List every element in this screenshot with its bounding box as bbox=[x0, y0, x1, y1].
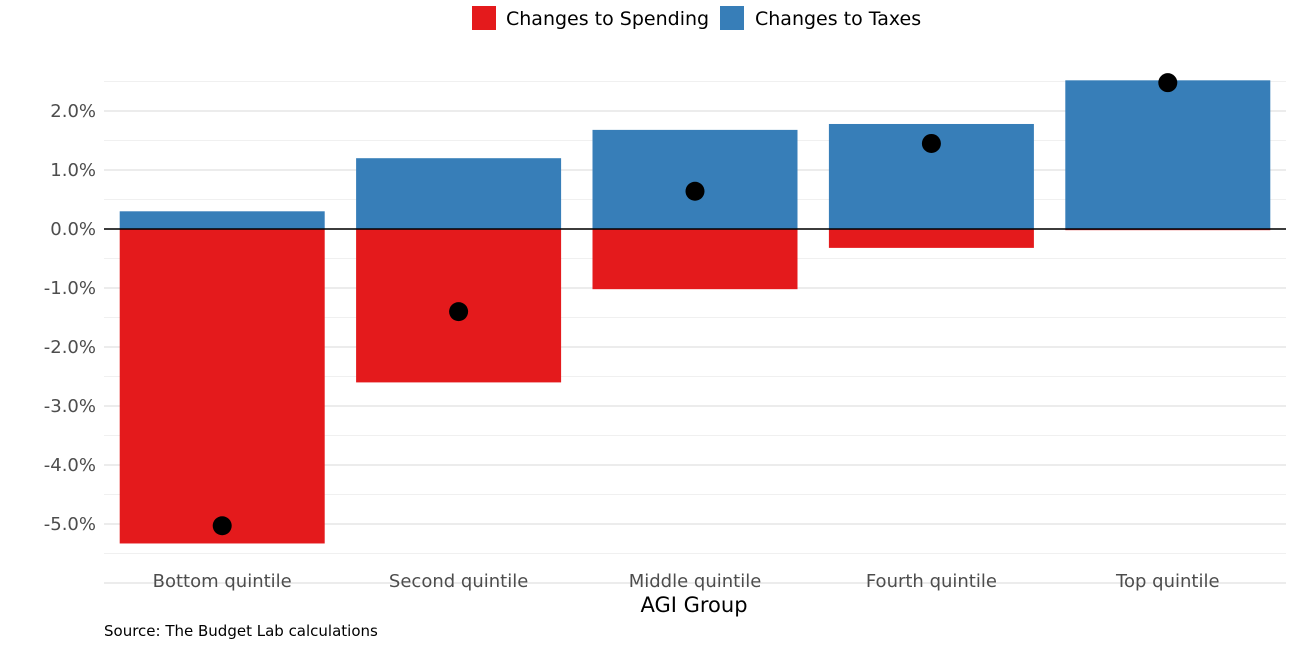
y-tick-label: -3.0% bbox=[44, 396, 96, 417]
net-point-second-quintile bbox=[449, 302, 469, 322]
net-point-fourth-quintile bbox=[921, 133, 941, 153]
legend-key-spending bbox=[472, 6, 496, 30]
x-axis: Bottom quintile Second quintile Middle qui… bbox=[153, 571, 1220, 592]
bar-taxes-middle-quintile bbox=[592, 129, 798, 229]
net-point-middle-quintile bbox=[685, 181, 705, 201]
x-tick-label: Fourth quintile bbox=[866, 571, 997, 592]
legend-label-taxes: Changes to Taxes bbox=[755, 8, 921, 30]
bar-taxes-top-quintile bbox=[1065, 80, 1271, 229]
source-caption: Source: The Budget Lab calculations bbox=[104, 622, 378, 640]
bar-spending-bottom-quintile bbox=[119, 229, 325, 544]
y-tick-label: -1.0% bbox=[44, 278, 96, 299]
legend: Changes to Spending Changes to Taxes bbox=[472, 6, 921, 30]
y-axis: -5.0% -4.0% -3.0% -2.0% -1.0% 0.0% 1.0% 2.0% bbox=[44, 101, 96, 535]
y-tick-label: 0.0% bbox=[50, 219, 96, 240]
y-tick-label: -4.0% bbox=[44, 455, 96, 476]
y-tick-label: -2.0% bbox=[44, 337, 96, 358]
bar-taxes-bottom-quintile bbox=[119, 211, 325, 229]
x-tick-label: Middle quintile bbox=[629, 571, 762, 592]
x-tick-label: Bottom quintile bbox=[153, 571, 292, 592]
y-tick-label: 1.0% bbox=[50, 160, 96, 181]
bar-spending-fourth-quintile bbox=[828, 229, 1034, 248]
bar-spending-middle-quintile bbox=[592, 229, 798, 290]
x-axis-title: AGI Group bbox=[640, 593, 747, 617]
bars-layer bbox=[104, 80, 1286, 544]
y-tick-label: 2.0% bbox=[50, 101, 96, 122]
points-layer bbox=[212, 73, 1178, 536]
net-point-bottom-quintile bbox=[212, 516, 232, 536]
bar-taxes-second-quintile bbox=[356, 158, 562, 229]
x-tick-label: Second quintile bbox=[389, 571, 528, 592]
y-tick-label: -5.0% bbox=[44, 514, 96, 535]
net-point-top-quintile bbox=[1158, 73, 1178, 93]
legend-label-spending: Changes to Spending bbox=[506, 8, 709, 30]
legend-key-taxes bbox=[720, 6, 744, 30]
x-tick-label: Top quintile bbox=[1115, 571, 1219, 592]
